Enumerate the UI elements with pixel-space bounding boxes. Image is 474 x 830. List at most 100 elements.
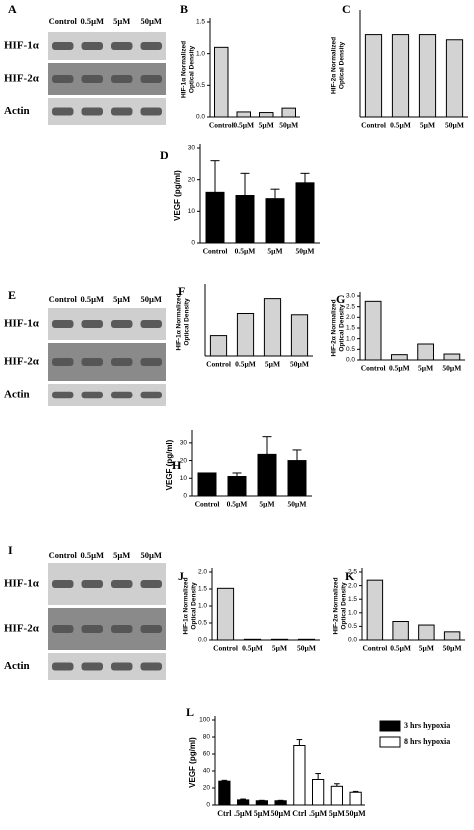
panel-letter: E [8, 288, 16, 302]
y-tick-label: 30 [188, 145, 196, 152]
row-label: Actin [4, 105, 30, 117]
x-tick-label: 0.5µM [390, 644, 411, 653]
blot-band [111, 391, 133, 399]
y-tick-label: 2.0 [198, 569, 207, 576]
row-label: HIF-2α [4, 623, 40, 635]
legend-swatch [379, 720, 401, 732]
blot-band [140, 358, 162, 366]
blot-band [140, 320, 162, 328]
bar [274, 800, 287, 806]
x-tick-label: Control [361, 364, 386, 373]
x-tick-label: 5µM [272, 644, 287, 653]
bar [227, 476, 247, 497]
blot-band [111, 580, 133, 588]
bar [218, 780, 231, 806]
blot-band [111, 358, 133, 366]
x-tick-label: 0.5µM [235, 360, 256, 369]
panel-letter: K [345, 569, 355, 583]
y-tick-label: 20 [203, 785, 211, 792]
y-tick-label: 10 [188, 208, 196, 215]
blot-band [52, 320, 74, 328]
bar [366, 579, 384, 641]
y-tick-label: 1.5 [346, 325, 355, 332]
x-tick-label: 5µM [419, 644, 434, 653]
lane-label: Control [49, 550, 78, 560]
blot-band [140, 75, 162, 83]
x-tick-label: 50µM [443, 644, 462, 653]
x-tick-label: 0.5µM [242, 644, 263, 653]
bar [281, 107, 296, 118]
panel-letter: A [8, 2, 17, 16]
blot-band [140, 580, 162, 588]
bar [236, 313, 255, 357]
bar [312, 779, 325, 806]
x-tick-label: .5µM [309, 809, 328, 818]
bar [418, 624, 435, 641]
x-tick-label: Control [195, 500, 220, 509]
x-tick-label: Control [213, 644, 238, 653]
x-tick-label: 0.5µM [390, 121, 411, 130]
y-tick-label: 1.0 [348, 610, 357, 617]
bar [209, 335, 228, 357]
bar [287, 460, 307, 497]
bar [364, 34, 383, 118]
panel-letter: H [172, 458, 182, 472]
bar [418, 34, 437, 118]
blot-band [140, 391, 162, 399]
x-tick-label: 5µM [420, 121, 435, 130]
bar [443, 353, 461, 361]
y-tick-label: 10 [180, 475, 188, 482]
y-axis-label: HIF-1α Normalized [183, 577, 190, 634]
legend-label: 8 hrs hypoxia [404, 737, 450, 746]
bar [290, 314, 309, 357]
blot-band [81, 107, 103, 116]
row-label: Actin [4, 660, 30, 672]
panel-letter: B [180, 2, 188, 16]
bar [205, 191, 225, 244]
y-tick-label: 0.5 [198, 620, 207, 627]
lane-label: 50µM [141, 294, 162, 304]
lane-label: Control [49, 294, 78, 304]
x-tick-label: 0.5µM [233, 121, 254, 130]
panel-letter: L [186, 705, 194, 719]
bar [214, 46, 229, 118]
bar [265, 198, 285, 244]
bar [270, 638, 289, 641]
x-tick-label: 5µM [259, 500, 274, 509]
panel-letter: D [160, 148, 169, 162]
bar [243, 638, 262, 641]
lane-label: 5µM [113, 550, 130, 560]
lane-label: 0.5µM [80, 294, 104, 304]
x-tick-label: Ctrl [292, 809, 307, 818]
blot-band [52, 42, 74, 50]
y-tick-label: 0 [183, 493, 187, 500]
row-label: HIF-1α [4, 318, 40, 330]
row-label: Actin [4, 389, 30, 401]
y-axis-label: HIF-2α Normalized [331, 37, 338, 94]
bar [263, 298, 282, 357]
lane-label: 50µM [141, 550, 162, 560]
y-axis-label: Optical Density [184, 298, 191, 346]
panel-letter: C [342, 2, 351, 16]
y-axis-label: HIF-2α Normalized [331, 299, 338, 356]
blot-band [81, 391, 103, 399]
blot-band [52, 75, 74, 83]
lane-label: Control [49, 16, 78, 26]
bar [330, 785, 343, 806]
y-tick-label: 0.5 [346, 346, 355, 353]
panel-letter: J [178, 569, 184, 583]
x-tick-label: 0.5µM [389, 364, 410, 373]
bar [392, 621, 409, 641]
x-tick-label: 50µM [288, 500, 307, 509]
panel-letter: I [8, 543, 13, 557]
y-axis-label: Optical Density [191, 582, 198, 630]
x-tick-label: Control [209, 121, 234, 130]
legend-label: 3 hrs hypoxia [404, 721, 450, 730]
panel-letter: F [178, 284, 185, 298]
blot-band [111, 75, 133, 83]
blot-band [81, 42, 103, 50]
y-tick-label: 80 [203, 734, 211, 741]
y-tick-label: 0.0 [198, 637, 207, 644]
bar [259, 112, 274, 118]
